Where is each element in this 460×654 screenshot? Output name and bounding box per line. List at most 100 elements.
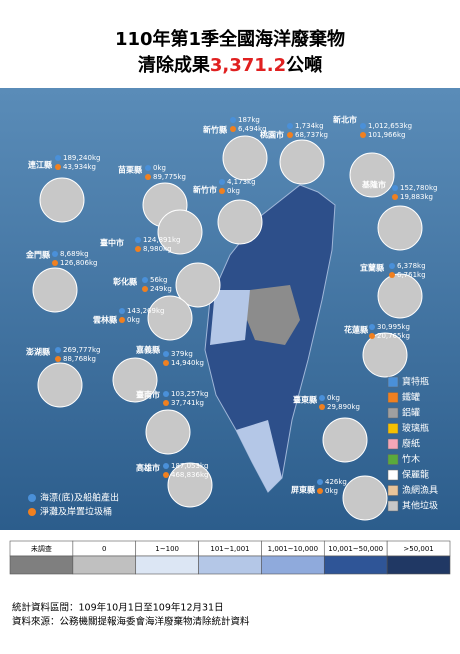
legend-label: 鐵罐: [402, 391, 420, 403]
beach-icon: [142, 286, 148, 292]
county-name: 臺中市: [100, 238, 124, 248]
ocean-value: 152,780kg: [400, 184, 437, 192]
beach-value: 0kg: [325, 487, 338, 495]
ocean-value: 189,240kg: [63, 154, 100, 162]
beach-icon: [163, 472, 169, 478]
ocean-value: 0kg: [153, 164, 166, 172]
title: 110年第1季全國海洋廢棄物: [115, 28, 345, 50]
pie: [145, 409, 191, 455]
ocean-icon: [360, 123, 366, 129]
beach-value: 126,806kg: [60, 259, 97, 267]
legend-label: 其他垃圾: [402, 500, 438, 512]
county-name: 澎湖縣: [26, 347, 50, 357]
ocean-icon: [369, 324, 375, 330]
ocean-icon: [163, 463, 169, 469]
county-name: 新竹縣: [203, 125, 227, 135]
beach-value: 0kg: [227, 187, 240, 195]
beach-value: 89,775kg: [153, 173, 186, 181]
beach-value: 68,737kg: [295, 131, 328, 139]
legend-label: 保麗龍: [402, 469, 429, 481]
county-name: 桃園市: [260, 130, 284, 140]
county-name: 宜蘭縣: [360, 263, 384, 273]
county-name: 嘉義縣: [135, 345, 160, 355]
beach-icon: [163, 400, 169, 406]
ocean-value: 379kg: [171, 350, 193, 358]
beach-value: 88,768kg: [63, 355, 96, 363]
beach-icon: [163, 360, 169, 366]
legend-label: 玻璃瓶: [402, 422, 429, 434]
title-unit: 公噸: [286, 54, 322, 76]
legend-label: 廢紙: [402, 438, 420, 450]
scale-swatch: [261, 555, 325, 575]
ocean-value: 56kg: [150, 276, 167, 284]
ocean-icon: [52, 251, 58, 257]
county-name: 連江縣: [28, 160, 52, 170]
beach-icon: [287, 132, 293, 138]
pie: [362, 332, 408, 378]
beach-value: 0kg: [127, 316, 140, 324]
ocean-icon: [55, 155, 61, 161]
beach-value: 29,890kg: [327, 403, 360, 411]
ocean-icon: [163, 391, 169, 397]
beach-value: 8,980kg: [143, 245, 172, 253]
beach-icon: [119, 317, 125, 323]
footer-period: 統計資料區間：109年10月1日至109年12月31日: [12, 602, 224, 614]
beach-value: 468,836kg: [171, 471, 208, 479]
scale-label: 1~100: [155, 545, 179, 553]
ocean-value: 103,257kg: [171, 390, 208, 398]
scale-label: 1,001~10,000: [268, 545, 318, 553]
county-name: 臺東縣: [293, 395, 317, 405]
pie: [342, 475, 388, 521]
beach-icon: [55, 356, 61, 362]
ocean-icon: [135, 237, 141, 243]
ocean-icon: [230, 117, 236, 123]
beach-icon: [219, 188, 225, 194]
beach-value: 249kg: [150, 285, 172, 293]
beach-icon: [360, 132, 366, 138]
ocean-icon: [142, 277, 148, 283]
scale-label: 10,001~50,000: [328, 545, 383, 553]
legend-swatch: [387, 423, 399, 434]
legend-label: 鋁罐: [402, 407, 420, 419]
county-name: 金門縣: [25, 250, 50, 260]
nantou: [245, 285, 300, 345]
ocean-icon: [287, 123, 293, 129]
ocean-value: 8,689kg: [60, 250, 89, 258]
title-prefix: 清除成果: [138, 54, 211, 76]
pie: [147, 295, 193, 341]
legend-swatch: [387, 376, 399, 388]
ocean-value: 187kg: [238, 116, 260, 124]
ocean-value: 0kg: [327, 394, 340, 402]
scale-swatch: [323, 555, 388, 575]
scale-swatch: [386, 555, 451, 575]
county-name: 高雄市: [136, 463, 160, 473]
county-name: 新北市: [333, 115, 357, 125]
pie: [279, 139, 325, 185]
pie: [112, 357, 158, 403]
legend-label: 竹木: [402, 453, 420, 465]
county-name: 苗栗縣: [118, 165, 142, 175]
beach-icon: [52, 260, 58, 266]
beach-value: 101,966kg: [368, 131, 405, 139]
legend-swatch: [387, 407, 399, 419]
scale-label: 未調查: [31, 544, 52, 553]
ocean-value: 4,173kg: [227, 178, 256, 186]
scale-swatch: [9, 555, 74, 575]
beach-value: 6,761kg: [397, 271, 426, 279]
ocean-icon: [389, 263, 395, 269]
pie: [175, 262, 221, 308]
pie: [377, 205, 423, 251]
ocean-value: 187,053kg: [171, 462, 208, 470]
ocean-value: 1,012,653kg: [368, 122, 412, 130]
pie: [39, 177, 85, 223]
pie: [222, 135, 268, 181]
beach-icon: [369, 333, 375, 339]
county-name: 屏東縣: [291, 485, 315, 495]
pie: [217, 199, 263, 245]
beach-value: 37,741kg: [171, 399, 204, 407]
ocean-value: 269,777kg: [63, 346, 100, 354]
ocean-icon: [145, 165, 151, 171]
